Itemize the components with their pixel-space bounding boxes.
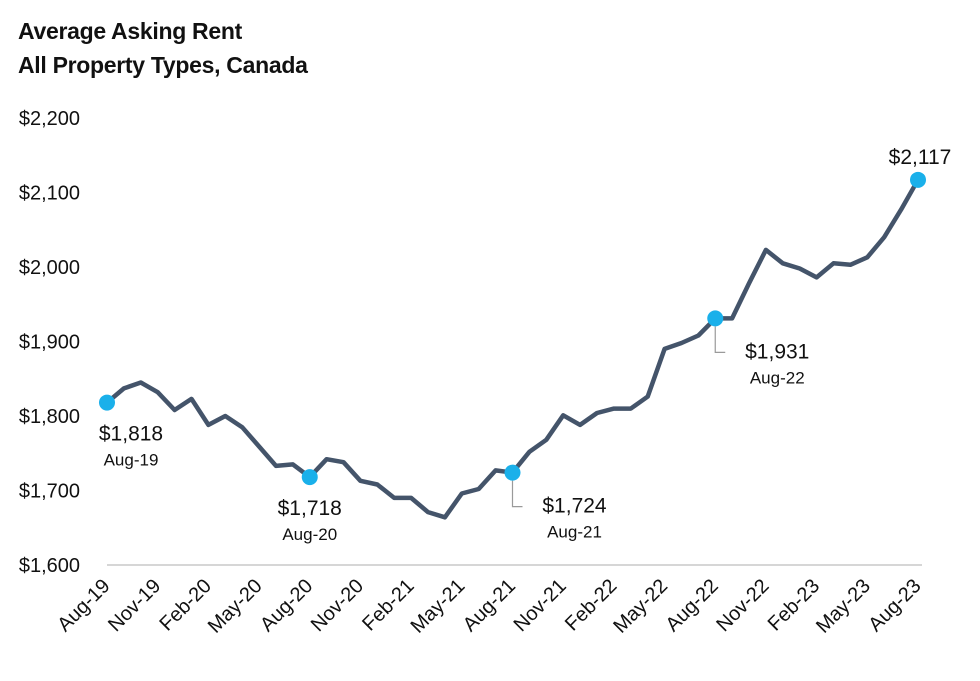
x-tick-label: May-21 — [407, 575, 470, 638]
annotation-date: Aug-19 — [104, 451, 159, 470]
x-tick-label: May-22 — [609, 575, 672, 638]
highlight-marker — [99, 394, 115, 411]
highlight-marker — [707, 310, 724, 327]
x-tick-label: Aug-22 — [662, 575, 723, 636]
y-tick-label: $1,800 — [19, 406, 80, 428]
chart-subtitle: All Property Types, Canada — [18, 52, 308, 78]
annotation-value: $1,931 — [745, 340, 809, 363]
highlight-marker — [910, 171, 926, 188]
annotation-value: $2,117 — [889, 146, 952, 169]
y-tick-label: $1,700 — [19, 481, 80, 503]
annotation-leader — [714, 326, 726, 354]
annotation-date: Aug-22 — [750, 368, 805, 387]
highlight-marker — [504, 464, 521, 481]
x-tick-label: May-23 — [812, 575, 875, 638]
x-tick-label: Nov-21 — [510, 575, 571, 636]
chart-title: Average Asking Rent — [18, 18, 242, 44]
y-tick-label: $1,900 — [19, 332, 80, 354]
annotation-date: Aug-20 — [282, 525, 337, 544]
annotation-value: $1,718 — [278, 497, 342, 520]
x-tick-label: Nov-20 — [307, 575, 368, 636]
annotation-leader — [511, 480, 523, 508]
x-tick-label: Aug-19 — [53, 575, 114, 636]
annotation-date: Aug-21 — [547, 523, 602, 542]
y-tick-label: $2,000 — [19, 257, 80, 279]
x-tick-label: Nov-19 — [104, 575, 165, 636]
y-tick-label: $2,100 — [19, 183, 80, 205]
x-tick-label: May-20 — [204, 575, 267, 638]
annotation-value: $1,818 — [99, 423, 163, 446]
x-tick-label: Aug-21 — [459, 575, 520, 636]
chart-title-block: Average Asking Rent All Property Types, … — [18, 14, 308, 82]
x-tick-label: Aug-23 — [864, 575, 925, 636]
y-tick-label: $1,600 — [19, 555, 80, 577]
x-tick-label: Nov-22 — [712, 575, 773, 636]
annotation-value: $1,724 — [542, 495, 607, 518]
highlight-marker — [301, 469, 318, 486]
y-tick-label: $2,200 — [19, 108, 80, 130]
x-tick-label: Aug-20 — [256, 575, 317, 636]
